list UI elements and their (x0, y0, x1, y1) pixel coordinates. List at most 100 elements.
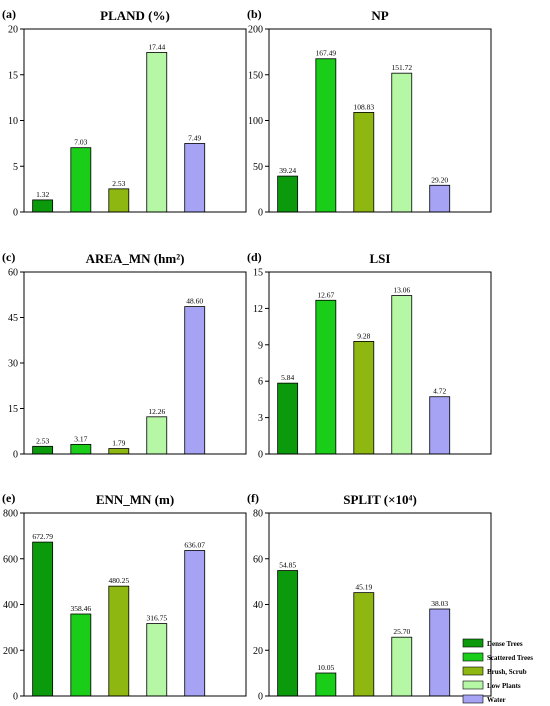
y-tick-label: 400 (3, 600, 18, 611)
data-label: 12.26 (148, 407, 165, 416)
data-label: 672.79 (32, 532, 53, 541)
data-label: 358.46 (71, 604, 92, 613)
plot-frame (268, 512, 492, 697)
bar (429, 396, 451, 455)
bar (277, 382, 299, 455)
y-tick-label: 12 (253, 304, 263, 315)
legend-label: Low Plants (487, 682, 521, 690)
data-label: 54.85 (279, 561, 296, 570)
data-label: 9.28 (357, 331, 370, 340)
data-label: 2.53 (112, 179, 125, 188)
panel-title: LSI (370, 251, 391, 266)
plot-frame (23, 28, 247, 213)
bar (277, 175, 299, 213)
bar (184, 143, 206, 213)
panel-title: PLAND (%) (100, 8, 170, 23)
y-tick-label: 30 (8, 359, 18, 370)
bar (315, 58, 337, 213)
bar (146, 416, 168, 455)
panel-title: NP (371, 8, 388, 23)
legend: Dense Trees Scattered Trees Brush, Scrub Lo… (462, 638, 533, 704)
plot-frame (268, 28, 492, 213)
bar (391, 295, 413, 455)
bar (353, 592, 375, 697)
panel-label: (b) (247, 7, 262, 21)
plot-frame (23, 512, 247, 697)
data-label: 38.03 (431, 599, 448, 608)
y-tick-label: 15 (253, 268, 263, 279)
bar (353, 112, 375, 213)
legend-swatch (462, 694, 484, 704)
bar (70, 147, 92, 213)
panel-label: (d) (247, 250, 262, 264)
y-tick-label: 0 (258, 450, 263, 461)
y-tick-label: 80 (253, 509, 263, 520)
data-label: 7.03 (74, 138, 87, 147)
data-label: 48.60 (186, 297, 203, 306)
y-tick-label: 20 (253, 646, 263, 657)
plot-frame (23, 271, 247, 455)
data-label: 13.06 (393, 286, 410, 295)
chart-panel: (c) AREA_MN (hm²) 2.53 3.17 1.79 12.26 48.60 0 1… (2, 250, 247, 461)
y-tick-label: 15 (8, 70, 18, 81)
chart-panel: (b) NP 39.24 167.49 108.83 151.72 29.20 0 50 100 1… (247, 7, 492, 219)
y-tick-label: 3 (258, 413, 263, 424)
bar (315, 299, 337, 455)
y-tick-label: 150 (248, 70, 263, 81)
legend-label: Scattered Trees (487, 654, 533, 662)
data-label: 25.70 (393, 627, 410, 636)
plot-frame (268, 271, 492, 455)
y-tick-label: 20 (8, 25, 18, 36)
legend-label: Water (487, 696, 506, 704)
y-tick-label: 200 (3, 646, 18, 657)
bar (391, 72, 413, 213)
legend-swatch (462, 638, 484, 648)
y-tick-label: 5 (13, 162, 18, 173)
data-label: 39.24 (279, 166, 296, 175)
bar (70, 613, 92, 697)
data-label: 12.67 (317, 290, 334, 299)
y-tick-label: 0 (13, 450, 18, 461)
y-tick-label: 9 (258, 340, 263, 351)
y-tick-label: 0 (258, 692, 263, 703)
bar (391, 636, 413, 697)
panel-title: ENN_MN (m) (96, 492, 174, 507)
y-tick-label: 0 (13, 208, 18, 219)
chart-panel: (d) LSI 5.84 12.67 9.28 13.06 4.72 0 3 6 9 12 15 (247, 250, 492, 461)
bar (32, 445, 54, 455)
y-tick-label: 0 (258, 208, 263, 219)
bar (32, 199, 54, 213)
legend-swatch (462, 652, 484, 662)
panel-label: (a) (2, 7, 16, 21)
bar (429, 184, 451, 213)
panel-label: (f) (247, 491, 259, 505)
data-label: 316.75 (146, 614, 167, 623)
bar (108, 188, 130, 213)
data-label: 151.72 (391, 63, 412, 72)
bar (108, 448, 130, 455)
bar (70, 443, 92, 455)
data-label: 5.84 (281, 373, 294, 382)
bar (146, 52, 168, 213)
legend-label: Dense Trees (487, 640, 523, 648)
data-label: 4.72 (433, 387, 446, 396)
panel-label: (c) (2, 250, 15, 264)
y-tick-label: 10 (8, 116, 18, 127)
data-label: 10.05 (317, 663, 334, 672)
bar (184, 306, 206, 455)
data-label: 45.19 (355, 583, 372, 592)
legend-label: Brush, Scrub (487, 668, 527, 676)
data-label: 108.83 (353, 102, 374, 111)
data-label: 1.32 (36, 190, 49, 199)
chart-panel: (a) PLAND (%) 1.32 7.03 2.53 17.44 7.49 0 5 10 15 2… (2, 7, 247, 219)
y-tick-label: 100 (248, 116, 263, 127)
bar (429, 608, 451, 697)
panel-title: SPLIT (×10⁴) (343, 492, 417, 507)
y-tick-label: 600 (3, 554, 18, 565)
y-tick-label: 50 (253, 162, 263, 173)
bar (277, 570, 299, 697)
y-tick-label: 200 (248, 25, 263, 36)
y-tick-label: 15 (8, 404, 18, 415)
bar (353, 341, 375, 455)
